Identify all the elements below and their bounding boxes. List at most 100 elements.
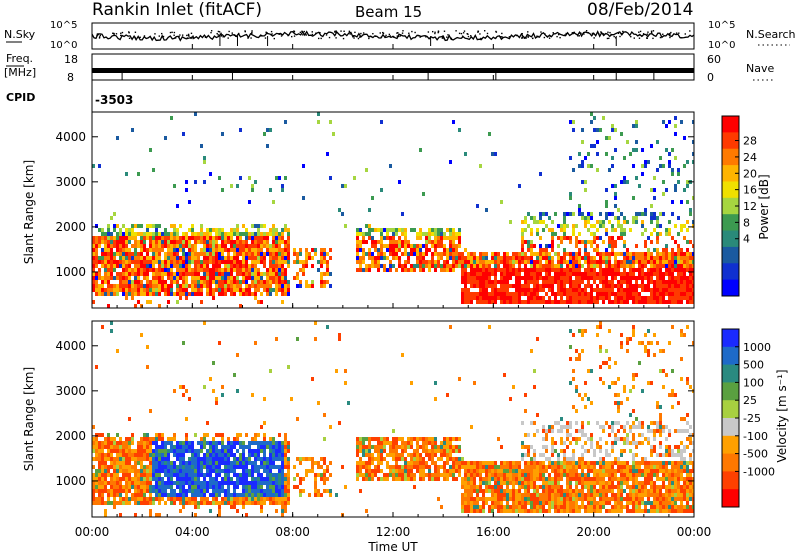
heatmap-cell bbox=[269, 473, 272, 477]
heatmap-cell bbox=[107, 465, 110, 469]
heatmap-cell bbox=[476, 296, 479, 300]
heatmap-cell bbox=[623, 288, 626, 292]
heatmap-cell bbox=[275, 337, 278, 341]
heatmap-cell bbox=[158, 465, 161, 469]
heatmap-cell bbox=[587, 256, 590, 260]
heatmap-cell bbox=[356, 268, 359, 272]
heatmap-cell bbox=[173, 497, 176, 501]
heatmap-cell bbox=[335, 369, 338, 373]
heatmap-cell bbox=[506, 469, 509, 473]
heatmap-cell bbox=[176, 493, 179, 497]
heatmap-cell bbox=[443, 441, 446, 445]
heatmap-cell bbox=[128, 292, 131, 296]
heatmap-cell bbox=[161, 280, 164, 284]
heatmap-cell bbox=[599, 236, 602, 240]
heatmap-cell bbox=[125, 248, 128, 252]
heatmap-cell bbox=[203, 453, 206, 457]
heatmap-cell bbox=[542, 461, 545, 465]
heatmap-cell bbox=[518, 184, 521, 188]
heatmap-cell bbox=[434, 260, 437, 264]
heatmap-cell bbox=[215, 473, 218, 477]
heatmap-cell bbox=[251, 441, 254, 445]
heatmap-cell bbox=[122, 256, 125, 260]
heatmap-cell bbox=[635, 124, 638, 128]
heatmap-cell bbox=[377, 445, 380, 449]
heatmap-cell bbox=[359, 461, 362, 465]
heatmap-cell bbox=[692, 272, 694, 276]
heatmap-cell bbox=[95, 441, 98, 445]
heatmap-cell bbox=[245, 457, 248, 461]
heatmap-cell bbox=[512, 272, 515, 276]
heatmap-cell bbox=[146, 465, 149, 469]
heatmap-cell bbox=[512, 473, 515, 477]
heatmap-cell bbox=[200, 489, 203, 493]
heatmap-cell bbox=[524, 461, 527, 465]
heatmap-cell bbox=[221, 453, 224, 457]
heatmap-cell bbox=[653, 264, 656, 268]
heatmap-cell bbox=[221, 252, 224, 256]
heatmap-cell bbox=[368, 473, 371, 477]
heatmap-cell bbox=[146, 477, 149, 481]
heatmap-cell bbox=[467, 465, 470, 469]
heatmap-cell bbox=[212, 445, 215, 449]
heatmap-cell bbox=[683, 164, 686, 168]
heatmap-cell bbox=[248, 288, 251, 292]
heatmap-cell bbox=[548, 489, 551, 493]
heatmap-cell bbox=[584, 244, 587, 248]
heatmap-cell bbox=[185, 489, 188, 493]
heatmap-cell bbox=[605, 292, 608, 296]
heatmap-cell bbox=[326, 260, 329, 264]
heatmap-cell bbox=[137, 224, 140, 228]
heatmap-cell bbox=[497, 485, 500, 489]
heatmap-cell bbox=[641, 288, 644, 292]
heatmap-cell bbox=[203, 232, 206, 236]
freq-label-top: Freq. bbox=[6, 52, 33, 65]
heatmap-cell bbox=[566, 292, 569, 296]
heatmap-cell bbox=[455, 260, 458, 264]
heatmap-cell bbox=[404, 268, 407, 272]
heatmap-cell bbox=[194, 264, 197, 268]
heatmap-cell bbox=[101, 481, 104, 485]
heatmap-cell bbox=[593, 300, 596, 304]
heatmap-cell bbox=[632, 296, 635, 300]
heatmap-cell bbox=[140, 280, 143, 284]
heatmap-cell bbox=[419, 268, 422, 272]
heatmap-cell bbox=[131, 469, 134, 473]
heatmap-cell bbox=[596, 288, 599, 292]
heatmap-cell bbox=[173, 280, 176, 284]
heatmap-cell bbox=[482, 296, 485, 300]
heatmap-cell bbox=[98, 457, 101, 461]
heatmap-cell bbox=[614, 184, 617, 188]
heatmap-cell bbox=[593, 296, 596, 300]
heatmap-cell bbox=[215, 497, 218, 501]
heatmap-cell bbox=[284, 268, 287, 272]
heatmap-cell bbox=[551, 497, 554, 501]
heatmap-cell bbox=[377, 264, 380, 268]
heatmap-cell bbox=[236, 493, 239, 497]
heatmap-cell bbox=[458, 232, 461, 236]
heatmap-cell bbox=[560, 260, 563, 264]
heatmap-cell bbox=[503, 481, 506, 485]
heatmap-cell bbox=[242, 445, 245, 449]
heatmap-cell bbox=[218, 501, 221, 505]
heatmap-cell bbox=[473, 381, 476, 385]
heatmap-cell bbox=[158, 469, 161, 473]
heatmap-cell bbox=[515, 256, 518, 260]
heatmap-cell bbox=[518, 264, 521, 268]
heatmap-cell bbox=[527, 268, 530, 272]
heatmap-cell bbox=[551, 260, 554, 264]
heatmap-cell bbox=[608, 256, 611, 260]
heatmap-cell bbox=[434, 228, 437, 232]
heatmap-cell bbox=[197, 252, 200, 256]
heatmap-cell bbox=[149, 264, 152, 268]
heatmap-cell bbox=[296, 284, 299, 288]
heatmap-cell bbox=[443, 449, 446, 453]
heatmap-cell bbox=[104, 461, 107, 465]
heatmap-cell bbox=[452, 457, 455, 461]
heatmap-cell bbox=[110, 244, 113, 248]
heatmap-cell bbox=[134, 449, 137, 453]
heatmap-cell bbox=[128, 461, 131, 465]
heatmap-cell bbox=[125, 276, 128, 280]
heatmap-cell bbox=[104, 272, 107, 276]
heatmap-cell bbox=[116, 252, 119, 256]
